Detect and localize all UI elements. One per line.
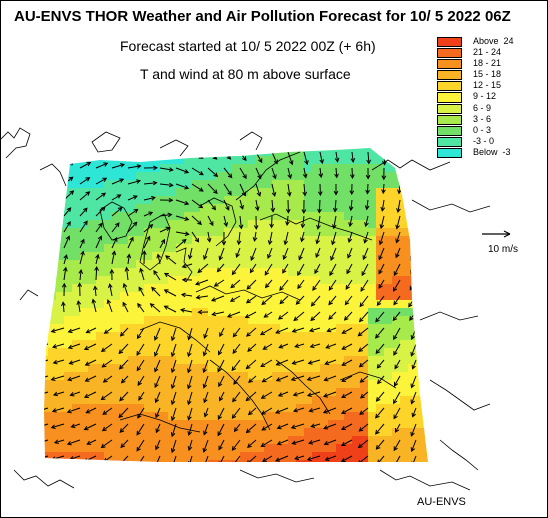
legend-item: 12 - 15 (437, 80, 537, 92)
temperature-field (44, 148, 428, 462)
legend-item: 15 - 18 (437, 69, 537, 81)
legend-label: Above 24 (473, 36, 514, 46)
legend-swatch (437, 70, 462, 81)
legend-swatch (437, 48, 462, 59)
legend-item: -3 - 0 (437, 135, 537, 148)
forecast-start: Forecast started at 10/ 5 2022 00Z (+ 6h… (120, 38, 376, 54)
legend-label: 21 - 24 (473, 47, 502, 58)
temperature-legend: Above 24 21 - 24 18 - 21 15 - 18 12 - 15 9 - … (437, 36, 537, 159)
legend-item: 0 - 3 (437, 124, 537, 137)
legend-swatch (437, 125, 462, 136)
legend-item: 3 - 6 (437, 113, 537, 126)
legend-swatch (437, 37, 462, 48)
legend-item: Above 24 (437, 36, 537, 48)
legend-swatch (437, 136, 462, 147)
legend-swatch (437, 92, 462, 103)
legend-swatch (437, 103, 462, 114)
legend-label: 18 - 21 (473, 58, 502, 69)
legend-label: 12 - 15 (473, 80, 502, 91)
wind-arrows (44, 148, 419, 462)
coastlines (0, 127, 491, 491)
legend-swatch (437, 114, 462, 125)
legend-swatch (437, 147, 462, 159)
map-title: AU-ENVS THOR Weather and Air Pollution F… (14, 8, 511, 25)
legend-item: 18 - 21 (437, 58, 537, 70)
legend-item: Below -3 (437, 146, 537, 159)
legend-label: 9 - 12 (473, 91, 497, 102)
legend-swatch (437, 59, 462, 70)
legend-label: 6 - 9 (473, 102, 492, 113)
legend-label: Below -3 (473, 146, 511, 157)
legend-item: 9 - 12 (437, 91, 537, 103)
legend-label: -3 - 0 (473, 135, 495, 146)
legend-item: 6 - 9 (437, 102, 537, 115)
wind-scale-label: 10 m/s (488, 244, 519, 255)
variable-description: T and wind at 80 m above surface (140, 66, 351, 82)
legend-swatch (437, 81, 462, 92)
wind-scale-arrow (482, 230, 511, 238)
legend-item: 21 - 24 (437, 47, 537, 59)
legend-label: 15 - 18 (473, 69, 502, 80)
footer-credit: AU-ENVS (417, 496, 466, 508)
legend-label: 3 - 6 (473, 113, 492, 124)
legend-label: 0 - 3 (473, 124, 492, 135)
